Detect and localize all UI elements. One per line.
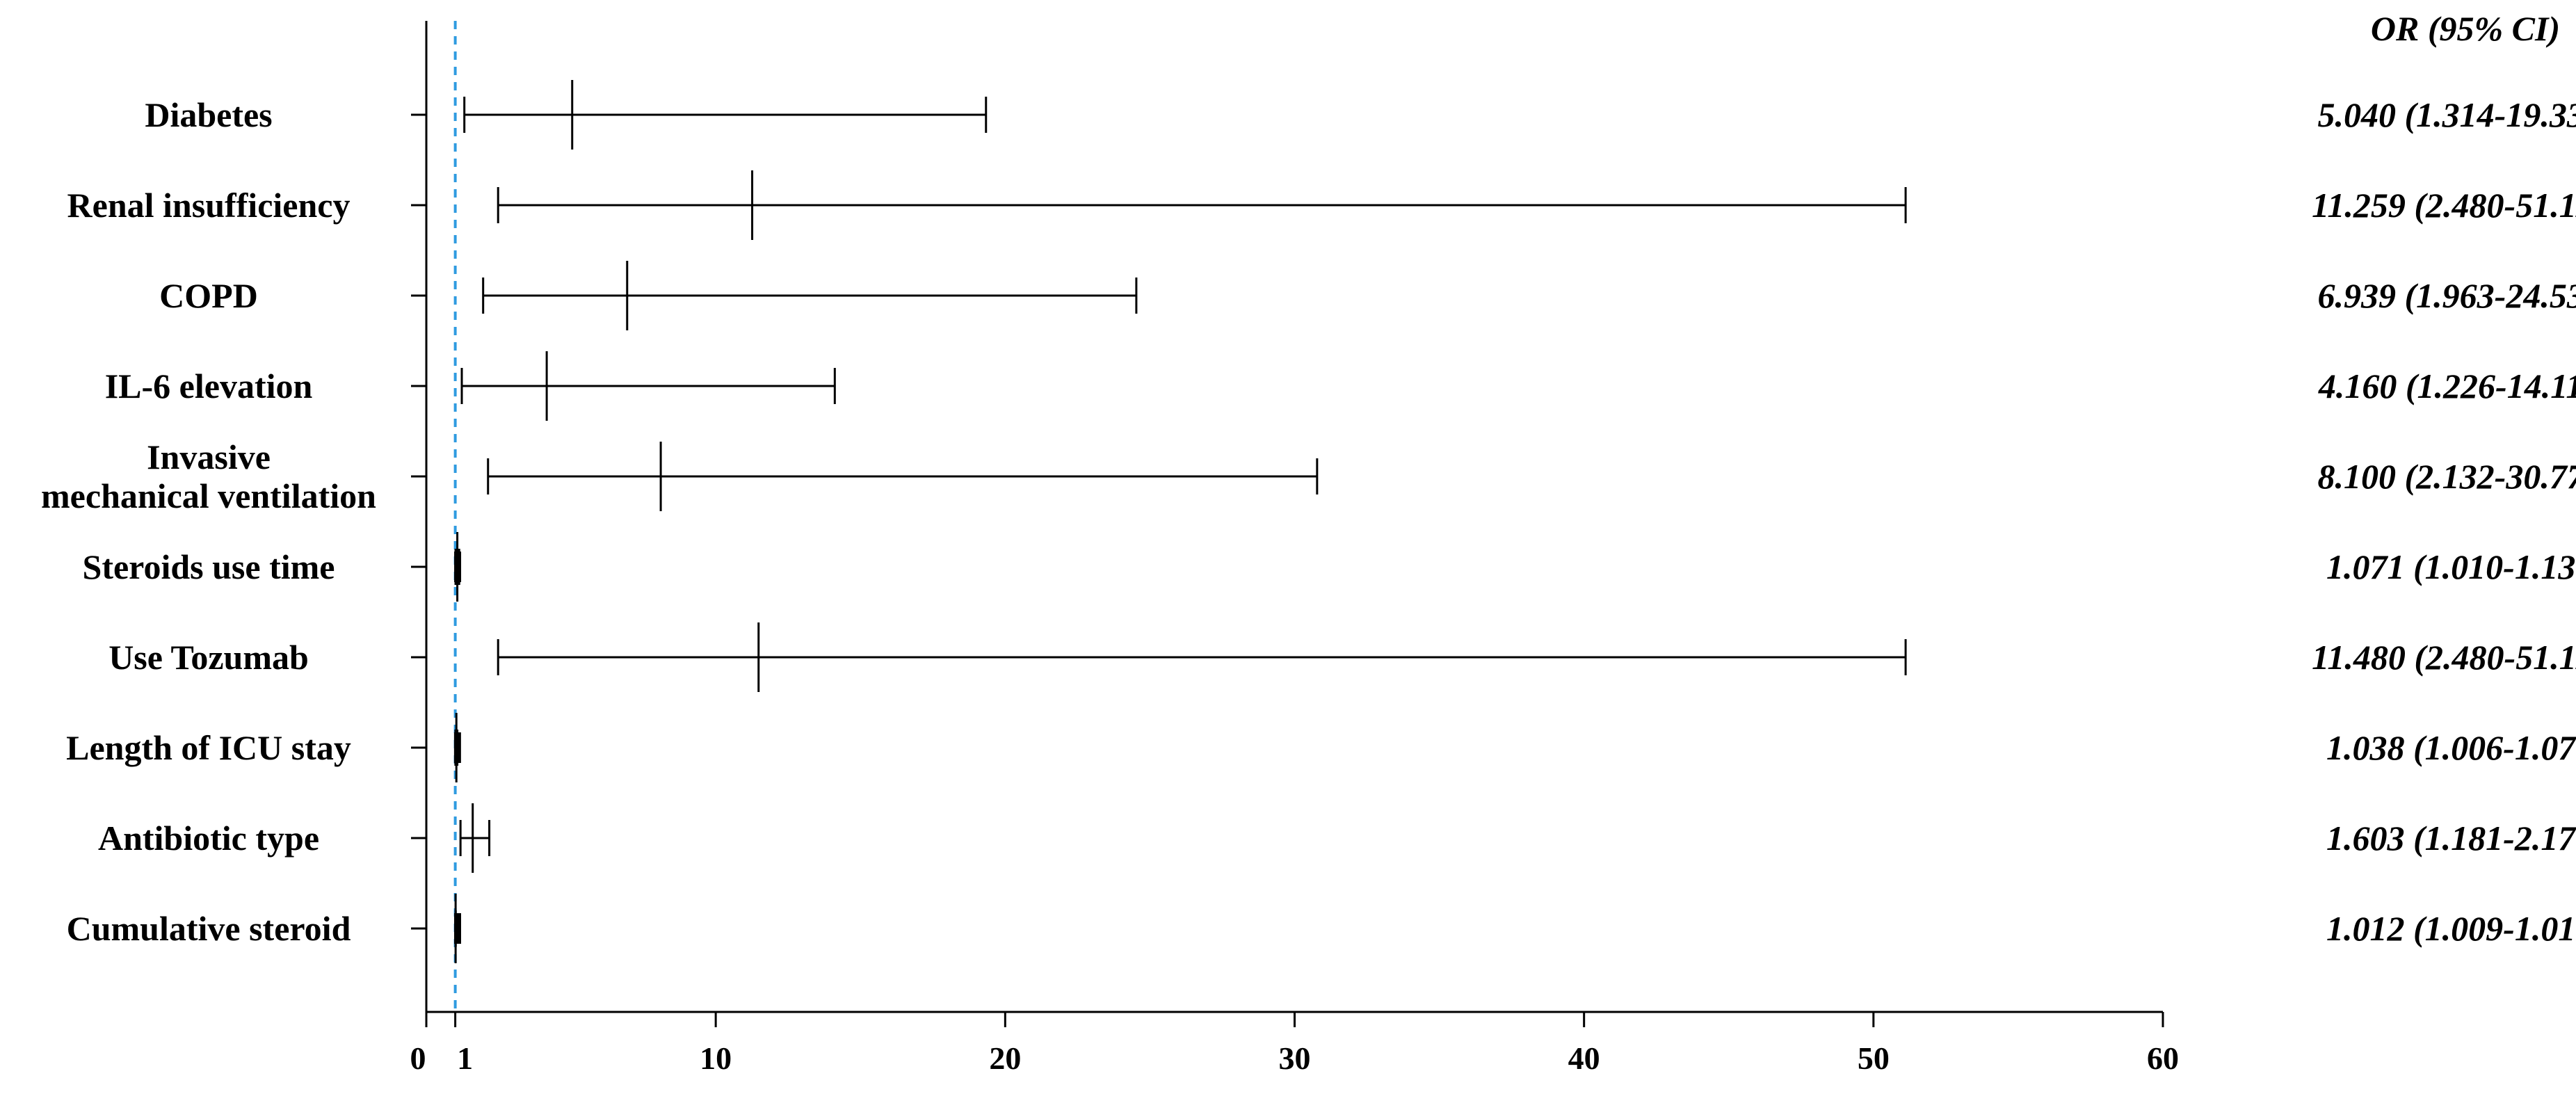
- or-ci-text: 5.040 (1.314-19.337): [2318, 95, 2576, 134]
- row-label: Use Tozumab: [108, 638, 309, 677]
- row-label: Cumulative steroid: [67, 909, 351, 948]
- or-ci-text: 1.603 (1.181-2.176): [2326, 819, 2576, 858]
- row-label: Length of ICU stay: [66, 728, 351, 767]
- forest-row: [497, 622, 1907, 692]
- ci-narrow-bar: [453, 732, 461, 763]
- x-tick-label: 10: [700, 1040, 732, 1076]
- or-ci-text: 1.038 (1.006-1.071): [2326, 728, 2576, 767]
- row-label: COPD: [159, 276, 258, 315]
- forest-row: [453, 713, 461, 782]
- row-label: Steroids use time: [83, 547, 335, 586]
- labels-layer: Diabetes Renal insufficiency COPD IL-6 elev…: [41, 95, 376, 948]
- ci-narrow-bar: [453, 913, 461, 944]
- or-ci-text: 4.160 (1.226-14.113): [2318, 367, 2576, 405]
- rows-layer: [453, 80, 1907, 963]
- forest-row: [460, 351, 836, 421]
- row-label: Renal insufficiency: [67, 186, 351, 225]
- or-column-header: OR (95% CI): [2371, 9, 2560, 48]
- forest-row: [497, 170, 1907, 240]
- row-label: mechanical ventilation: [41, 476, 376, 515]
- forest-row: [453, 894, 461, 963]
- x-tick-label: 40: [1568, 1040, 1600, 1076]
- x-tick-label: 50: [1858, 1040, 1890, 1076]
- x-tick-label: 20: [989, 1040, 1021, 1076]
- axis-layer: 0 1 10 20 30 40 50 60: [410, 21, 2179, 1076]
- row-label: IL-6 elevation: [105, 367, 313, 405]
- row-label: Invasive: [147, 437, 271, 476]
- or-ci-text: 11.480 (2.480-51.111): [2312, 638, 2576, 677]
- row-label: Antibiotic type: [98, 819, 319, 858]
- or-ci-text: 11.259 (2.480-51.111): [2312, 186, 2576, 225]
- x-tick-label: 30: [1279, 1040, 1311, 1076]
- or-column-layer: OR (95% CI) 5.040 (1.314-19.337) 11.259 (2…: [2312, 9, 2576, 948]
- forest-row: [482, 261, 1138, 330]
- x-tick-label: 0: [410, 1040, 426, 1076]
- ci-narrow-bar: [454, 552, 462, 582]
- forest-row: [454, 532, 462, 602]
- or-ci-text: 8.100 (2.132-30.777): [2318, 457, 2576, 496]
- forest-row: [459, 803, 491, 873]
- x-tick-label: 1: [457, 1040, 473, 1076]
- x-tick-label: 60: [2147, 1040, 2179, 1076]
- row-label: Diabetes: [145, 95, 272, 134]
- or-ci-text: 1.012 (1.009-1.015): [2326, 909, 2576, 948]
- or-ci-text: 1.071 (1.010-1.135): [2326, 547, 2576, 586]
- forest-row: [463, 80, 988, 150]
- forest-row: [487, 442, 1319, 511]
- or-ci-text: 6.939 (1.963-24.531): [2318, 276, 2576, 315]
